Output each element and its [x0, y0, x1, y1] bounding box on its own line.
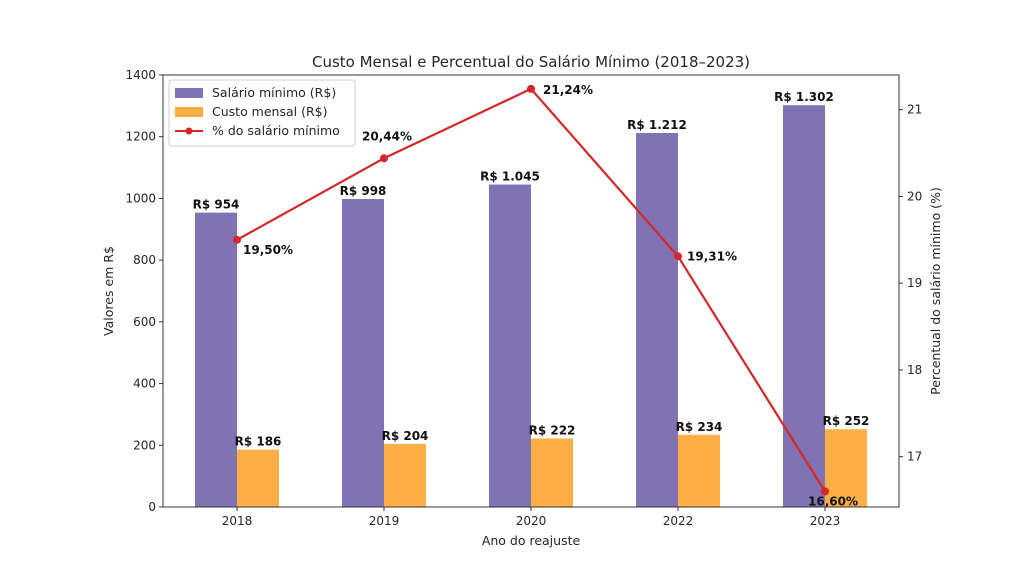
x-axis: 2018 2019 2020 2022 2023 — [222, 507, 841, 528]
bar-custo-2023 — [825, 429, 867, 507]
bar-salario-2018 — [195, 212, 237, 507]
percent-marker-2018 — [233, 235, 241, 244]
percent-label-2020: 21,24% — [543, 83, 593, 97]
legend: Salário mínimo (R$) Custo mensal (R$) % … — [168, 79, 356, 147]
bar-custo-2020 — [531, 438, 573, 507]
line-layer — [233, 84, 829, 496]
y-right-tick-label-18: 18 — [907, 363, 922, 377]
chart-title: Custo Mensal e Percentual do Salário Mín… — [312, 53, 750, 71]
legend-label-salario: Salário mínimo (R$) — [212, 85, 336, 100]
y-tick-label-400: 400 — [133, 377, 156, 391]
x-tick-label-2020: 2020 — [516, 514, 547, 528]
data-label-custo-2018: R$ 186 — [235, 435, 282, 449]
percent-label-2018: 19,50% — [243, 243, 293, 257]
percent-label-2019: 20,44% — [362, 129, 412, 143]
data-label-salario-2023: R$ 1.302 — [774, 90, 834, 104]
percent-marker-2023 — [821, 487, 829, 496]
y-tick-label-600: 600 — [133, 315, 156, 329]
bar-salario-2020 — [489, 184, 531, 508]
legend-swatch-custo — [175, 107, 203, 117]
legend-swatch-percent-marker — [185, 127, 193, 135]
legend-box — [168, 79, 356, 147]
y-right-tick-label-19: 19 — [907, 276, 922, 290]
y-axis-label-right: Percentual do salário mínimo (%) — [928, 187, 943, 395]
y-axis-label-left: Valores em R$ — [101, 246, 116, 336]
legend-label-custo: Custo mensal (R$) — [212, 104, 328, 119]
x-tick-label-2019: 2019 — [369, 514, 400, 528]
y-tick-label-200: 200 — [133, 438, 156, 452]
bar-custo-2019 — [384, 444, 426, 507]
percent-label-2022: 19,31% — [687, 249, 737, 263]
y-right-tick-label-20: 20 — [907, 189, 922, 203]
bar-salario-2019 — [342, 199, 384, 507]
x-tick-label-2023: 2023 — [810, 514, 841, 528]
data-label-salario-2020: R$ 1.045 — [480, 170, 540, 184]
percent-marker-2022 — [674, 252, 682, 261]
bar-custo-2018 — [237, 449, 279, 507]
legend-swatch-salario — [175, 88, 203, 98]
y-right-tick-label-21: 21 — [907, 103, 922, 117]
x-tick-label-2022: 2022 — [663, 514, 694, 528]
y-tick-label-800: 800 — [133, 253, 156, 267]
y-tick-label-1400: 1400 — [125, 68, 156, 82]
data-label-custo-2023: R$ 252 — [823, 414, 870, 428]
percent-label-2023: 16,60% — [808, 494, 858, 508]
bars-layer — [195, 105, 867, 508]
y-tick-label-1200: 1200 — [125, 130, 156, 144]
data-label-salario-2022: R$ 1.212 — [627, 118, 687, 132]
y-right-tick-label-17: 17 — [907, 450, 922, 464]
data-labels-layer: R$ 954 R$ 998 R$ 1.045 R$ 1.212 R$ 1.302 R$ 1… — [193, 83, 870, 509]
x-tick-label-2018: 2018 — [222, 514, 253, 528]
bar-salario-2022 — [636, 133, 678, 508]
x-axis-label: Ano do reajuste — [482, 533, 581, 548]
y-tick-label-0: 0 — [148, 500, 156, 514]
data-label-custo-2019: R$ 204 — [382, 429, 429, 443]
percent-marker-2019 — [380, 154, 388, 163]
data-label-custo-2022: R$ 234 — [676, 420, 723, 434]
data-label-salario-2018: R$ 954 — [193, 198, 240, 212]
data-label-salario-2019: R$ 998 — [340, 184, 387, 198]
y-axis-left: 0 200 400 600 800 1000 1200 1400 — [125, 68, 163, 514]
percent-marker-2020 — [527, 84, 535, 93]
bar-custo-2022 — [678, 434, 720, 507]
y-tick-label-1000: 1000 — [125, 191, 156, 205]
legend-label-percent: % do salário mínimo — [212, 123, 340, 138]
data-label-custo-2020: R$ 222 — [529, 423, 576, 437]
bar-salario-2023 — [783, 105, 825, 508]
y-axis-right: 17 18 19 20 21 — [899, 103, 922, 464]
